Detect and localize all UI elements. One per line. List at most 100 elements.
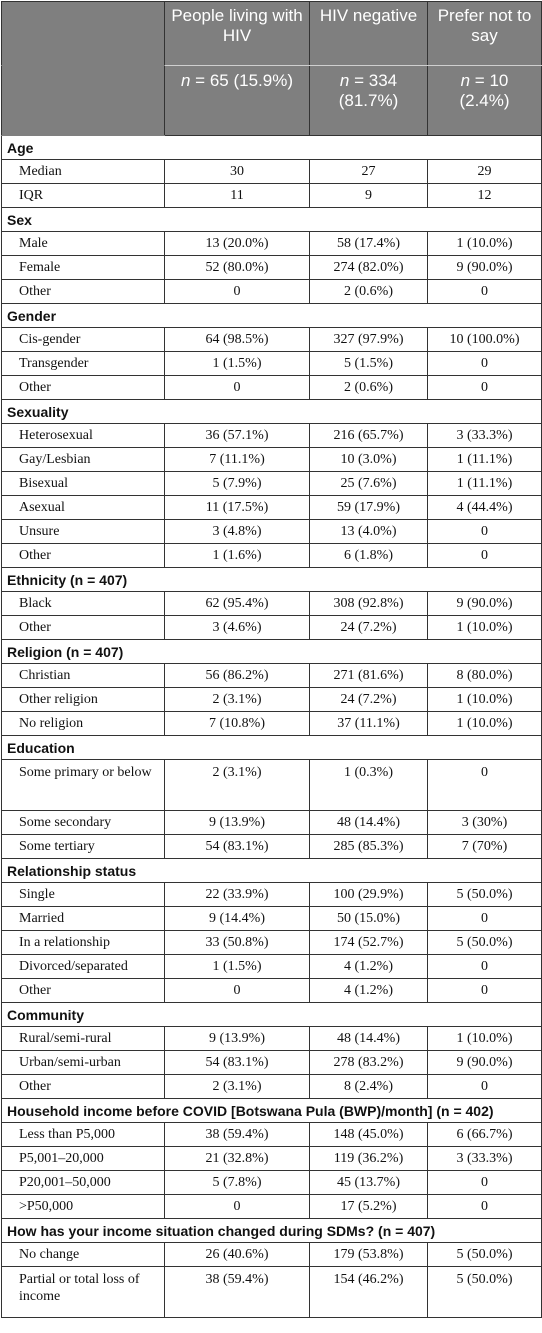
row-value: 13 (20.0%) [164,231,310,256]
row-value: 11 [164,183,310,208]
section-row: How has your income situation changed du… [1,1218,542,1243]
row-value: 5 (50.0%) [427,1242,542,1267]
row-value: 154 (46.2%) [309,1266,428,1318]
section-title: How has your income situation changed du… [1,1218,542,1243]
row-value: 9 (90.0%) [427,591,542,616]
row-value: 54 (83.1%) [164,1050,310,1075]
row-label: Other [1,543,165,568]
row-value: 5 (7.9%) [164,471,310,496]
section-row: Community [1,1002,542,1027]
header-corner-lower [1,65,165,136]
row-value: 0 [427,1194,542,1219]
row-value: 1 (1.6%) [164,543,310,568]
row-value: 17 (5.2%) [309,1194,428,1219]
row-value: 10 (3.0%) [309,447,428,472]
section-row: Household income before COVID [Botswana … [1,1098,542,1123]
row-value: 1 (1.5%) [164,954,310,979]
row-value: 119 (36.2%) [309,1146,428,1171]
table-row: Single 22 (33.9%) 100 (29.9%) 5 (50.0%) [1,882,542,907]
row-value: 308 (92.8%) [309,591,428,616]
row-value: 29 [427,159,542,184]
row-label: Other [1,615,165,640]
row-label: Asexual [1,495,165,520]
row-value: 22 (33.9%) [164,882,310,907]
row-label: Partial or total loss of income [1,1266,165,1318]
table-row: Other 0 2 (0.6%) 0 [1,279,542,304]
row-label: Female [1,255,165,280]
table-row: Less than P5,000 38 (59.4%) 148 (45.0%) 6 (… [1,1122,542,1147]
section-row: Gender [1,303,542,328]
row-value: 9 (13.9%) [164,810,310,835]
table-body: Age Median 30 27 29 IQR 11 9 12 Sex Male 13 (20.0%)… [1,135,542,1318]
row-value: 1 (1.5%) [164,351,310,376]
row-value: 5 (1.5%) [309,351,428,376]
row-label: In a relationship [1,930,165,955]
header-col-prefer-not: Prefer not to say [427,1,542,66]
row-label: Some secondary [1,810,165,835]
row-label: Other religion [1,687,165,712]
row-value: 38 (59.4%) [164,1266,310,1318]
table-row: Christian 56 (86.2%) 271 (81.6%) 8 (80.0%) [1,663,542,688]
row-label: Divorced/separated [1,954,165,979]
row-value: 45 (13.7%) [309,1170,428,1195]
row-value: 33 (50.8%) [164,930,310,955]
row-value: 0 [427,978,542,1003]
table-row: P5,001–20,000 21 (32.8%) 119 (36.2%) 3 (33.… [1,1146,542,1171]
row-label: P5,001–20,000 [1,1146,165,1171]
row-value: 0 [427,279,542,304]
row-value: 100 (29.9%) [309,882,428,907]
row-label: Heterosexual [1,423,165,448]
row-value: 4 (1.2%) [309,954,428,979]
row-value: 0 [427,1074,542,1099]
header-n-hiv-negative: n = 334 (81.7%) [309,65,428,136]
section-row: Ethnicity (n = 407) [1,567,542,592]
table-row: Urban/semi-urban 54 (83.1%) 278 (83.2%) 9 (… [1,1050,542,1075]
row-value: 2 (0.6%) [309,279,428,304]
row-value: 174 (52.7%) [309,930,428,955]
row-value: 8 (80.0%) [427,663,542,688]
row-value: 36 (57.1%) [164,423,310,448]
row-value: 56 (86.2%) [164,663,310,688]
table-row: Partial or total loss of income 38 (59.4%… [1,1266,542,1318]
row-value: 3 (4.6%) [164,615,310,640]
row-value: 0 [427,759,542,811]
row-value: 64 (98.5%) [164,327,310,352]
table-row: Rural/semi-rural 9 (13.9%) 48 (14.4%) 1 (10… [1,1026,542,1051]
section-row: Education [1,735,542,760]
row-label: Less than P5,000 [1,1122,165,1147]
section-title: Sex [1,207,542,232]
row-label: Christian [1,663,165,688]
header-col-hiv-negative: HIV negative [309,1,428,66]
section-title: Relationship status [1,858,542,883]
row-value: 59 (17.9%) [309,495,428,520]
row-value: 24 (7.2%) [309,615,428,640]
table-row: Other 3 (4.6%) 24 (7.2%) 1 (10.0%) [1,615,542,640]
section-row: Relationship status [1,858,542,883]
row-value: 0 [427,543,542,568]
row-value: 278 (83.2%) [309,1050,428,1075]
row-value: 1 (10.0%) [427,231,542,256]
row-value: 12 [427,183,542,208]
row-value: 9 (13.9%) [164,1026,310,1051]
row-value: 1 (11.1%) [427,447,542,472]
row-value: 1 (11.1%) [427,471,542,496]
row-label: Rural/semi-rural [1,1026,165,1051]
section-title: Community [1,1002,542,1027]
row-value: 27 [309,159,428,184]
row-value: 0 [164,279,310,304]
row-value: 0 [427,351,542,376]
table-row: Transgender 1 (1.5%) 5 (1.5%) 0 [1,351,542,376]
table-row: Median 30 27 29 [1,159,542,184]
table-row: Cis-gender 64 (98.5%) 327 (97.9%) 10 (100.0… [1,327,542,352]
row-value: 6 (66.7%) [427,1122,542,1147]
row-value: 62 (95.4%) [164,591,310,616]
row-value: 25 (7.6%) [309,471,428,496]
row-value: 0 [164,978,310,1003]
row-value: 3 (33.3%) [427,1146,542,1171]
row-value: 0 [164,1194,310,1219]
row-value: 10 (100.0%) [427,327,542,352]
row-value: 1 (10.0%) [427,711,542,736]
table-row: Other 0 2 (0.6%) 0 [1,375,542,400]
table-row: >P50,000 0 17 (5.2%) 0 [1,1194,542,1219]
